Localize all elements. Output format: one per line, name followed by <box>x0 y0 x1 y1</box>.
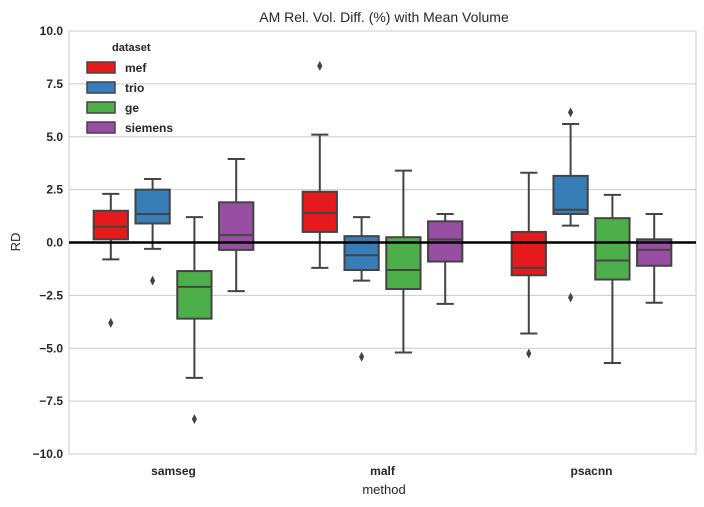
y-tick-label: 2.5 <box>46 183 63 197</box>
y-axis-ticks: 10.0 7.5 5.0 2.5 0.0 −2.5 −5.0 −7.5 −10.0 <box>33 24 64 461</box>
series-trio <box>134 107 589 362</box>
legend-title: dataset <box>112 42 151 54</box>
box-mef-malf <box>301 190 338 233</box>
outlier-point <box>191 414 197 425</box>
x-tick-label: samseg <box>151 464 196 478</box>
legend: dataset mef trio ge siemens <box>86 42 173 135</box>
box-ge-psacnn <box>594 217 631 281</box>
outlier-point <box>526 348 532 359</box>
outlier-point <box>150 275 156 286</box>
outlier-point <box>568 107 574 118</box>
legend-swatch-ge <box>86 101 116 114</box>
box-ge-samseg <box>176 270 213 320</box>
y-tick-label: −10.0 <box>33 447 64 461</box>
box-trio-samseg <box>134 188 171 225</box>
legend-swatch-trio <box>86 81 116 94</box>
outlier-point <box>568 292 574 303</box>
box-ge-malf <box>385 236 422 291</box>
box-mef-samseg <box>92 209 129 241</box>
y-tick-label: 0.0 <box>46 236 63 250</box>
y-tick-label: 10.0 <box>40 24 64 38</box>
x-axis-label: method <box>362 482 405 497</box>
legend-swatch-siemens <box>86 121 116 134</box>
series-ge <box>176 169 631 425</box>
legend-label-mef: mef <box>125 61 147 75</box>
y-tick-label: −7.5 <box>39 394 63 408</box>
y-tick-label: −2.5 <box>39 288 63 302</box>
y-tick-label: 5.0 <box>46 130 63 144</box>
outlier-point <box>359 351 365 362</box>
outlier-point <box>317 60 323 71</box>
y-tick-label: 7.5 <box>46 77 63 91</box>
box-trio-psacnn <box>552 174 589 215</box>
outlier-point <box>108 317 114 328</box>
x-tick-label: malf <box>370 464 396 478</box>
legend-swatch-mef <box>86 61 116 74</box>
series-mef <box>92 60 547 359</box>
x-axis-ticks: samseg malf psacnn <box>151 464 612 478</box>
legend-label-trio: trio <box>125 81 144 95</box>
legend-label-siemens: siemens <box>125 121 173 135</box>
box-trio-malf <box>343 235 380 271</box>
x-tick-label: psacnn <box>570 464 612 478</box>
y-tick-label: −5.0 <box>39 341 63 355</box>
legend-label-ge: ge <box>125 101 139 115</box>
y-axis-label: RD <box>8 233 23 252</box>
chart-title: AM Rel. Vol. Diff. (%) with Mean Volume <box>259 9 509 25</box>
